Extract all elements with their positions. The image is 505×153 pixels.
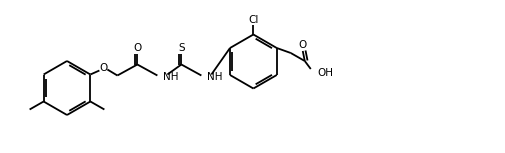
Text: NH: NH: [163, 71, 179, 82]
Text: S: S: [178, 43, 184, 52]
Text: Cl: Cl: [248, 15, 258, 24]
Text: O: O: [298, 40, 307, 50]
Text: OH: OH: [317, 68, 333, 78]
Text: NH: NH: [207, 71, 222, 82]
Text: O: O: [99, 62, 107, 73]
Text: O: O: [133, 43, 141, 52]
